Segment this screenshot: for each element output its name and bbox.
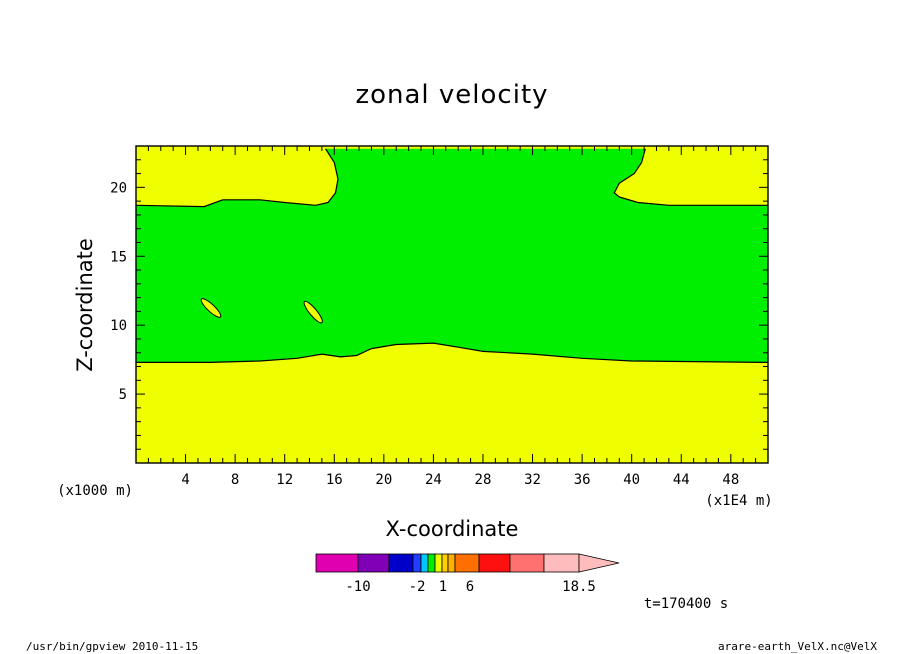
x-tick-label: 28 [475, 472, 492, 488]
x-tick-label: 16 [326, 472, 343, 488]
x-tick-label: 40 [623, 472, 640, 488]
colorbar-label: 1 [439, 579, 447, 595]
colorbar [315, 553, 620, 573]
colorbar-label: -2 [409, 579, 426, 595]
colorbar-label: 18.5 [562, 579, 596, 595]
x-tick-label: 12 [276, 472, 293, 488]
lower-contour-line [136, 342, 769, 363]
y-axis-title: Z-coordinate [73, 238, 97, 372]
y-tick-label: 5 [119, 387, 127, 403]
y-unit-label: (x1000 m) [57, 483, 133, 499]
colorbar-label: 6 [466, 579, 474, 595]
colorbar-segment [412, 553, 422, 573]
x-tick-label: 44 [673, 472, 690, 488]
mid-velocity-band [136, 148, 768, 363]
y-tick-label: 20 [110, 180, 127, 196]
footer-right: arare-earth_VelX.nc@VelX [718, 640, 877, 653]
x-tick-label: 8 [231, 472, 239, 488]
x-tick-label: 36 [574, 472, 591, 488]
colorbar-segment [427, 553, 436, 573]
small-cell-1 [200, 298, 222, 318]
colorbar-segment [509, 553, 545, 573]
colorbar-extension-arrow [578, 553, 620, 573]
colorbar-segment [454, 553, 480, 573]
x-tick-label: 48 [722, 472, 739, 488]
x-unit-label: (x1E4 m) [705, 493, 772, 509]
colorbar-segment [441, 553, 449, 573]
x-tick-label: 4 [181, 472, 189, 488]
x-tick-label: 24 [425, 472, 442, 488]
x-tick-label: 20 [375, 472, 392, 488]
colorbar-segment [315, 553, 359, 573]
footer-left: /usr/bin/gpview 2010-11-15 [26, 640, 198, 653]
colorbar-label: -10 [345, 579, 370, 595]
small-cell-2 [303, 300, 323, 324]
colorbar-segment [420, 553, 429, 573]
chart-title: zonal velocity [355, 80, 548, 110]
colorbar-segment [447, 553, 456, 573]
colorbar-segment [357, 553, 390, 573]
colorbar-segment [478, 553, 511, 573]
y-tick-label: 15 [110, 249, 127, 265]
upper-contour-line [135, 148, 768, 208]
plot-frame [135, 145, 769, 464]
x-axis-title: X-coordinate [386, 517, 519, 541]
colorbar-segment [434, 553, 443, 573]
x-tick-label: 32 [524, 472, 541, 488]
plot-area [135, 145, 769, 464]
y-tick-label: 10 [110, 318, 127, 334]
time-label: t=170400 s [644, 596, 728, 612]
colorbar-segment [388, 553, 414, 573]
colorbar-segment [543, 553, 580, 573]
